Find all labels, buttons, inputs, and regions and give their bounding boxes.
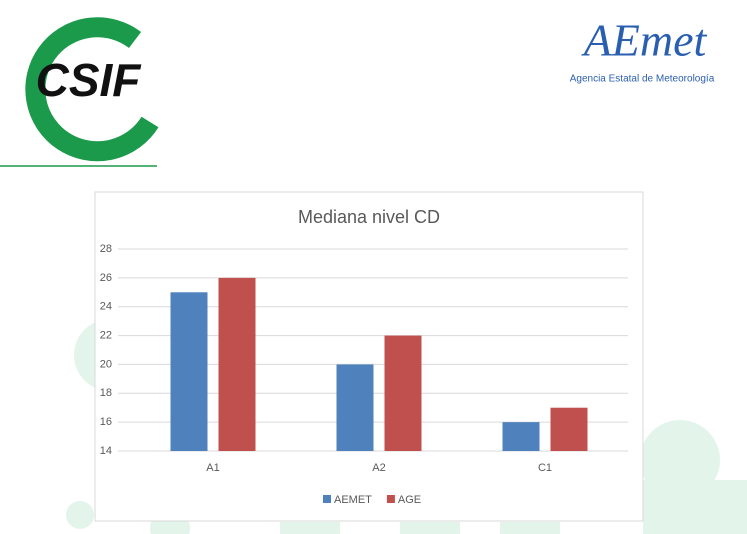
chart: Mediana nivel CD 14 16 18 20 22 24 26 28 A1 A2 C1 A… bbox=[100, 207, 628, 506]
bar bbox=[170, 292, 208, 451]
logo-arc bbox=[25, 17, 159, 162]
aemet-logo: AEmet bbox=[581, 15, 708, 66]
x-tick-label: C1 bbox=[538, 462, 552, 474]
y-tick-label: 18 bbox=[100, 387, 112, 399]
x-tick-label: A1 bbox=[206, 462, 219, 474]
legend-swatch bbox=[323, 495, 331, 503]
legend-label: AEMET bbox=[334, 494, 372, 506]
x-tick-label: A2 bbox=[372, 462, 385, 474]
y-tick-label: 20 bbox=[100, 358, 112, 370]
logo-text: CSIF bbox=[36, 54, 143, 106]
background-decor bbox=[66, 319, 747, 534]
y-tick-label: 26 bbox=[100, 272, 112, 284]
chart-title: Mediana nivel CD bbox=[298, 207, 440, 227]
aemet-subtitle: Agencia Estatal de Meteorología bbox=[570, 74, 715, 85]
csif-logo: CSIF bbox=[25, 17, 159, 162]
bar bbox=[218, 277, 256, 451]
legend-label: AGE bbox=[398, 494, 421, 506]
bar bbox=[384, 335, 422, 451]
y-tick-label: 22 bbox=[100, 329, 112, 341]
y-tick-label: 14 bbox=[100, 445, 112, 457]
bar bbox=[550, 407, 588, 451]
y-tick-label: 24 bbox=[100, 301, 112, 313]
y-tick-label: 16 bbox=[100, 416, 112, 428]
y-tick-label: 28 bbox=[100, 243, 112, 255]
bar bbox=[502, 422, 540, 451]
legend-swatch bbox=[386, 495, 395, 503]
bar bbox=[336, 364, 374, 451]
